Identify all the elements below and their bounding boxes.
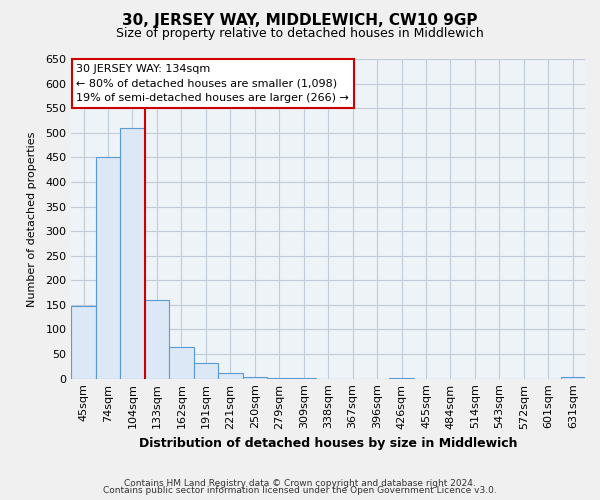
Bar <box>96 158 120 378</box>
Y-axis label: Number of detached properties: Number of detached properties <box>27 131 37 306</box>
Bar <box>560 377 585 378</box>
Bar <box>169 346 194 378</box>
Bar <box>218 373 242 378</box>
Text: 30, JERSEY WAY, MIDDLEWICH, CW10 9GP: 30, JERSEY WAY, MIDDLEWICH, CW10 9GP <box>122 12 478 28</box>
X-axis label: Distribution of detached houses by size in Middlewich: Distribution of detached houses by size … <box>139 437 517 450</box>
Text: Size of property relative to detached houses in Middlewich: Size of property relative to detached ho… <box>116 28 484 40</box>
Bar <box>145 300 169 378</box>
Text: Contains public sector information licensed under the Open Government Licence v3: Contains public sector information licen… <box>103 486 497 495</box>
Bar <box>194 363 218 378</box>
Bar <box>242 377 267 378</box>
Bar <box>120 128 145 378</box>
Text: Contains HM Land Registry data © Crown copyright and database right 2024.: Contains HM Land Registry data © Crown c… <box>124 478 476 488</box>
Text: 30 JERSEY WAY: 134sqm
← 80% of detached houses are smaller (1,098)
19% of semi-d: 30 JERSEY WAY: 134sqm ← 80% of detached … <box>76 64 349 104</box>
Bar <box>71 306 96 378</box>
